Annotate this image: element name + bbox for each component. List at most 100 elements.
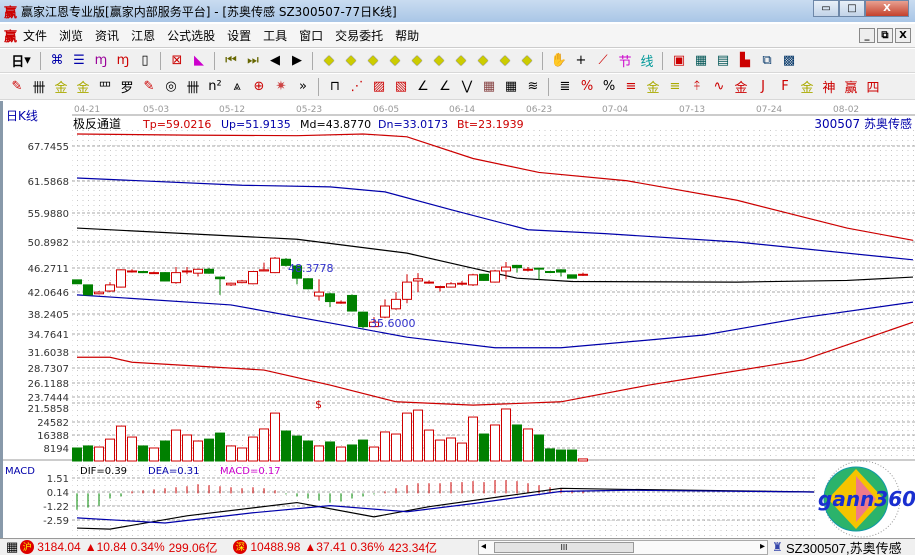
analysis-tool-4-icon[interactable]: 金 [646, 81, 660, 96]
chart-icon[interactable]: ⌘ [50, 53, 64, 68]
wave3-icon[interactable]: ɱ [94, 53, 108, 68]
draw-tool-7-icon[interactable]: ◎ [165, 79, 177, 94]
nav2-icon[interactable]: ◆ [346, 53, 356, 68]
gann-tool-8-icon[interactable]: ▦ [504, 79, 518, 94]
date-label: 05-23 [296, 105, 322, 115]
network-icon[interactable]: ⧉ [762, 53, 772, 68]
draw-tool-2-icon[interactable]: 金 [54, 81, 68, 96]
report-icon[interactable]: ☰ [73, 53, 85, 68]
cross-icon[interactable]: + [575, 53, 587, 68]
candle [325, 293, 335, 303]
extreme-icon[interactable]: ⊠ [171, 53, 183, 68]
draw-tool-4-icon[interactable]: 罒 [98, 81, 112, 96]
maximize-button[interactable]: □ [839, 0, 865, 17]
hand-icon[interactable]: ✋ [550, 53, 568, 68]
close-button[interactable]: X [865, 0, 909, 17]
analysis-tool-7-icon[interactable]: ∿ [713, 79, 725, 94]
analysis-tool-13-icon[interactable]: 赢 [844, 81, 858, 96]
draw-tool-3-icon[interactable]: 金 [76, 81, 90, 96]
draw-tool-8-icon[interactable]: 卌 [186, 81, 200, 96]
macd-tick-label: 0.14 [47, 488, 69, 499]
gann-tool-0-icon[interactable]: ⊓ [329, 79, 341, 94]
last-icon[interactable]: ⏭ [247, 53, 259, 68]
minimize-button[interactable]: ▭ [813, 0, 839, 17]
gann-tool-2-icon[interactable]: ▨ [372, 79, 386, 94]
menu-item-5[interactable]: 设置 [227, 29, 252, 43]
section-icon[interactable]: 节 [618, 55, 632, 70]
analysis-tool-9-icon[interactable]: J [761, 79, 765, 94]
menu-item-9[interactable]: 帮助 [395, 29, 420, 43]
analysis-tool-1-icon[interactable]: % [580, 79, 594, 94]
analysis-tool-6-icon[interactable]: ⤉ [694, 79, 700, 94]
menu-logo[interactable]: 赢 [4, 30, 18, 45]
kline-chart[interactable]: 04-21 05-03 05-12 05-23 06-05 06-14 06-23 07-04… [0, 101, 915, 538]
gann-tool-7-icon[interactable]: ▦ [482, 79, 496, 94]
nav3-icon[interactable]: ◆ [368, 53, 378, 68]
draw-tool-12-icon[interactable]: ✷ [275, 79, 287, 94]
menu-item-4[interactable]: 公式选股 [167, 29, 216, 43]
draw-tool-1-icon[interactable]: 卌 [32, 81, 46, 96]
period-dropdown[interactable]: 日 ▾ [11, 53, 31, 70]
scroll-thumb[interactable]: III [494, 542, 634, 553]
gann-tool-4-icon[interactable]: ∠ [417, 79, 429, 94]
right-icon[interactable]: ▶ [292, 53, 302, 68]
draw-tool-6-icon[interactable]: ✎ [143, 79, 155, 94]
scroll-left-button[interactable]: ◂ [481, 541, 487, 552]
menu-item-0[interactable]: 文件 [23, 29, 48, 43]
horizontal-scrollbar[interactable]: ◂ III ▸ [478, 540, 768, 555]
mdi-minimize-button[interactable]: _ [859, 28, 875, 43]
nav6-icon[interactable]: ◆ [434, 53, 444, 68]
analysis-tool-10-icon[interactable]: F [781, 79, 789, 94]
macd-tick-label: -1.22 [43, 502, 69, 513]
gann-tool-3-icon[interactable]: ▧ [394, 79, 408, 94]
calendar-icon[interactable]: ▣ [672, 53, 686, 68]
calculator-icon[interactable]: ▦ [694, 53, 708, 68]
mdi-close-button[interactable]: X [895, 28, 911, 43]
menu-item-2[interactable]: 资讯 [95, 29, 120, 43]
wave9-icon[interactable]: ɱ [116, 53, 130, 68]
analysis-tool-2-icon[interactable]: % [602, 79, 616, 94]
draw-tool-0-icon[interactable]: ✎ [11, 79, 23, 94]
analysis-tool-3-icon[interactable]: ≡ [625, 79, 637, 94]
gann-tool-1-icon[interactable]: ⋰ [350, 79, 364, 94]
nav8-icon[interactable]: ◆ [478, 53, 488, 68]
gann-tool-5-icon[interactable]: ∠ [439, 79, 451, 94]
notes-icon[interactable]: ▤ [716, 53, 730, 68]
analysis-tool-14-icon[interactable]: 四 [866, 81, 880, 96]
mdi-restore-button[interactable]: ⧉ [877, 28, 893, 43]
save-icon[interactable]: ▙ [740, 53, 750, 68]
scroll-right-button[interactable]: ▸ [759, 541, 765, 552]
analysis-tool-12-icon[interactable]: 神 [822, 81, 836, 96]
menu-item-6[interactable]: 工具 [263, 29, 288, 43]
menu-item-7[interactable]: 窗口 [299, 29, 324, 43]
analysis-tool-5-icon[interactable]: ≡ [669, 79, 681, 94]
line-icon[interactable]: ⟋ [598, 53, 608, 68]
analysis-tool-0-icon[interactable]: ≣ [559, 79, 571, 94]
left-icon[interactable]: ◀ [270, 53, 280, 68]
draw-tool-11-icon[interactable]: ⊕ [253, 79, 265, 94]
trade-icon[interactable]: ▩ [782, 53, 796, 68]
gann-tool-9-icon[interactable]: ≋ [527, 79, 539, 94]
analysis-tool-11-icon[interactable]: 金 [800, 81, 814, 96]
menu-item-1[interactable]: 浏览 [59, 29, 84, 43]
candle-icon[interactable]: ▯ [141, 53, 149, 68]
menu-item-3[interactable]: 江恩 [131, 29, 156, 43]
draw-tool-5-icon[interactable]: 罗 [120, 81, 134, 96]
menu-item-8[interactable]: 交易委托 [335, 29, 384, 43]
gann-tool-6-icon[interactable]: ⋁ [461, 79, 473, 94]
draw-tool-10-icon[interactable]: ⩓ [233, 79, 241, 94]
analysis-tool-8-icon[interactable]: 金 [734, 81, 748, 96]
nav9-icon[interactable]: ◆ [500, 53, 510, 68]
cycle-icon[interactable]: 线 [640, 55, 654, 70]
price-tick-label: 21.5858 [28, 404, 69, 415]
draw-tool-9-icon[interactable]: n² [208, 79, 222, 94]
calendar-icon[interactable]: ▦ [6, 539, 19, 554]
more-tools-button[interactable]: » [299, 79, 307, 94]
nav7-icon[interactable]: ◆ [456, 53, 466, 68]
first-icon[interactable]: ⏮ [225, 53, 237, 68]
flag-icon[interactable]: ◣ [194, 53, 204, 68]
nav1-icon[interactable]: ◆ [324, 53, 334, 68]
nav4-icon[interactable]: ◆ [390, 53, 400, 68]
nav10-icon[interactable]: ◆ [522, 53, 532, 68]
nav5-icon[interactable]: ◆ [412, 53, 422, 68]
